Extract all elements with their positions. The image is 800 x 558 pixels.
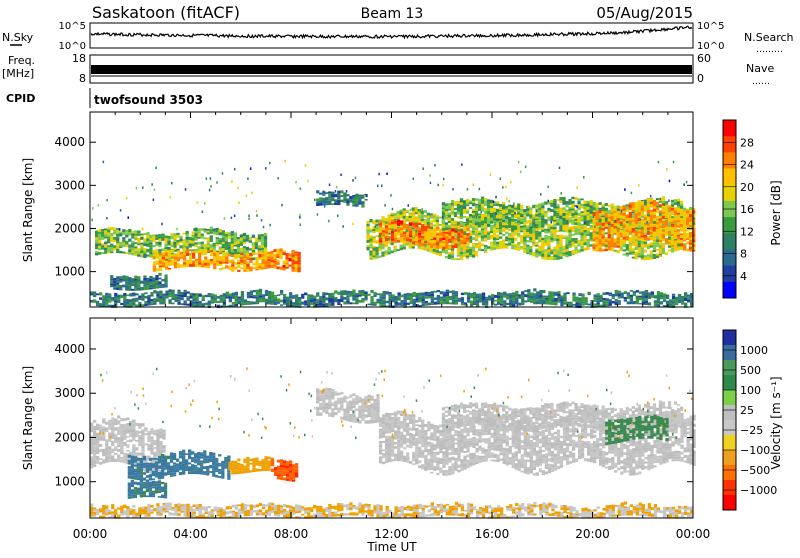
- power-echo-band-2: [110, 273, 168, 291]
- velocity-colorbar-tick-label: −100: [740, 444, 770, 457]
- velocity-colorbar-swatch: [723, 345, 736, 361]
- power-panel: 1000 2000 3000 4000 Slant Range [km]: [21, 112, 695, 308]
- time-axis-label: Time UT: [366, 540, 417, 554]
- power-echo-band-3: [273, 248, 300, 272]
- vel-echo-band-5: [316, 388, 380, 424]
- y-tick-label: 4000: [54, 342, 85, 356]
- vel-echo-band-3: [271, 459, 298, 482]
- nsky-tick-top: 10^5: [59, 21, 86, 32]
- power-colorbar-swatch: [723, 250, 736, 267]
- nsearch-tick-bottom: 10^0: [697, 41, 724, 52]
- y-tick-label: 1000: [54, 475, 85, 489]
- power-colorbar-tick-label: 4: [740, 270, 747, 283]
- nsky-trace: [91, 26, 692, 38]
- power-colorbar-swatch: [723, 185, 736, 202]
- nave-label: Nave: [746, 62, 774, 75]
- x-tick-label: 20:00: [575, 527, 610, 541]
- x-tick-label: 04:00: [173, 527, 208, 541]
- power-colorbar-tick-label: 20: [740, 181, 754, 194]
- cpid-value: twofsound 3503: [94, 93, 203, 107]
- power-colorbar-tick-label: 8: [740, 248, 747, 261]
- y-tick-label: 4000: [54, 135, 85, 149]
- velocity-colorbar-swatch: [723, 465, 736, 481]
- velocity-colorbar-swatch: [723, 480, 736, 496]
- velocity-colorbar-tick-label: 1000: [740, 344, 768, 357]
- beam-title: Beam 13: [361, 6, 424, 22]
- power-colorbar-swatch: [723, 266, 736, 283]
- power-colorbar-tick-label: 12: [740, 225, 754, 238]
- x-tick-label: 00:00: [73, 527, 108, 541]
- y-tick-label: 3000: [54, 178, 85, 192]
- vel-echo-band-4: [128, 479, 168, 499]
- velocity-colorbar-swatch: [723, 375, 736, 391]
- power-colorbar-tick-label: 28: [740, 136, 754, 149]
- nave-dots: ……: [752, 77, 770, 87]
- velocity-colorbar-tick-label: 100: [740, 384, 761, 397]
- nave-tick-bottom: 0: [697, 72, 704, 85]
- velocity-colorbar-swatch: [723, 330, 736, 346]
- velocity-colorbar-label: Velocity [m s⁻¹]: [769, 376, 783, 469]
- date-title: 05/Aug/2015: [596, 4, 693, 22]
- y-tick-label: 2000: [54, 221, 85, 235]
- freq-tick-bottom: 8: [79, 72, 86, 85]
- velocity-colorbar-tick-label: −1000: [740, 484, 777, 497]
- power-colorbar-swatch: [723, 233, 736, 250]
- power-colorbar-tick-label: 16: [740, 203, 754, 216]
- power-colorbar-label: Power [dB]: [769, 180, 783, 245]
- x-tick-label: 12:00: [374, 527, 409, 541]
- nave-tick-top: 60: [697, 52, 711, 65]
- velocity-colorbar-swatch: [723, 405, 736, 421]
- velocity-ylabel: Slant Range [km]: [21, 366, 35, 470]
- velocity-colorbar-swatch: [723, 360, 736, 376]
- station-title: Saskatoon (fitACF): [92, 3, 240, 22]
- freq-label-line2: [MHz]: [2, 67, 34, 80]
- y-tick-label: 1000: [54, 265, 85, 279]
- velocity-colorbar-swatch: [723, 390, 736, 406]
- vel-echo-band-2: [228, 456, 273, 474]
- velocity-colorbar-swatch: [723, 420, 736, 436]
- time-axis: 00:00 04:00 08:00 12:00 16:00 20:00 00:00: [73, 527, 711, 541]
- velocity-colorbar-tick-label: −25: [740, 424, 763, 437]
- nsky-tick-bottom: 10^0: [59, 41, 86, 52]
- freq-label-line1: Freq.: [8, 54, 35, 67]
- power-colorbar-swatch: [723, 120, 736, 137]
- power-ylabel: Slant Range [km]: [21, 158, 35, 262]
- freq-panel: Freq. [MHz] 18 8 60 0 Nave ……: [2, 52, 774, 87]
- y-tick-label: 3000: [54, 386, 85, 400]
- velocity-colorbar-swatch: [723, 435, 736, 451]
- power-colorbar-swatch: [723, 152, 736, 169]
- freq-tick-top: 18: [72, 52, 86, 65]
- nsearch-tick-top: 10^5: [697, 21, 724, 32]
- cpid-label: CPID: [6, 92, 35, 105]
- power-colorbar-swatch: [723, 169, 736, 186]
- velocity-data-layer: [90, 388, 696, 519]
- velocity-colorbar-swatch: [723, 450, 736, 466]
- power-colorbar-tick-label: 24: [740, 159, 754, 172]
- velocity-panel: 1000 2000 3000 4000 Slant Range [km]: [21, 318, 696, 519]
- x-tick-label: 08:00: [274, 527, 309, 541]
- y-tick-label: 2000: [54, 430, 85, 444]
- power-colorbar-swatch: [723, 282, 736, 299]
- x-tick-label: 00:00: [676, 527, 711, 541]
- velocity-colorbar-tick-label: 500: [740, 364, 761, 377]
- x-tick-label: 16:00: [475, 527, 510, 541]
- velocity-colorbar-tick-label: −500: [740, 464, 770, 477]
- velocity-colorbar-tick-label: 25: [740, 404, 754, 417]
- power-colorbar: 28 24 20 16 12 8 4: [723, 120, 754, 299]
- nsearch-dots: ………: [756, 45, 783, 55]
- power-echo-band-1: [153, 248, 274, 272]
- velocity-colorbar-swatch: [723, 495, 736, 511]
- cpid-row: CPID twofsound 3503: [6, 88, 203, 108]
- nsearch-label: N.Search: [744, 31, 794, 44]
- nsky-label: N.Sky: [2, 31, 34, 44]
- power-colorbar-swatch: [723, 136, 736, 153]
- nsky-panel: N.Sky 10^5 10^0 10^5 10^0 N.Search ………: [2, 21, 794, 55]
- freq-band: [91, 65, 692, 74]
